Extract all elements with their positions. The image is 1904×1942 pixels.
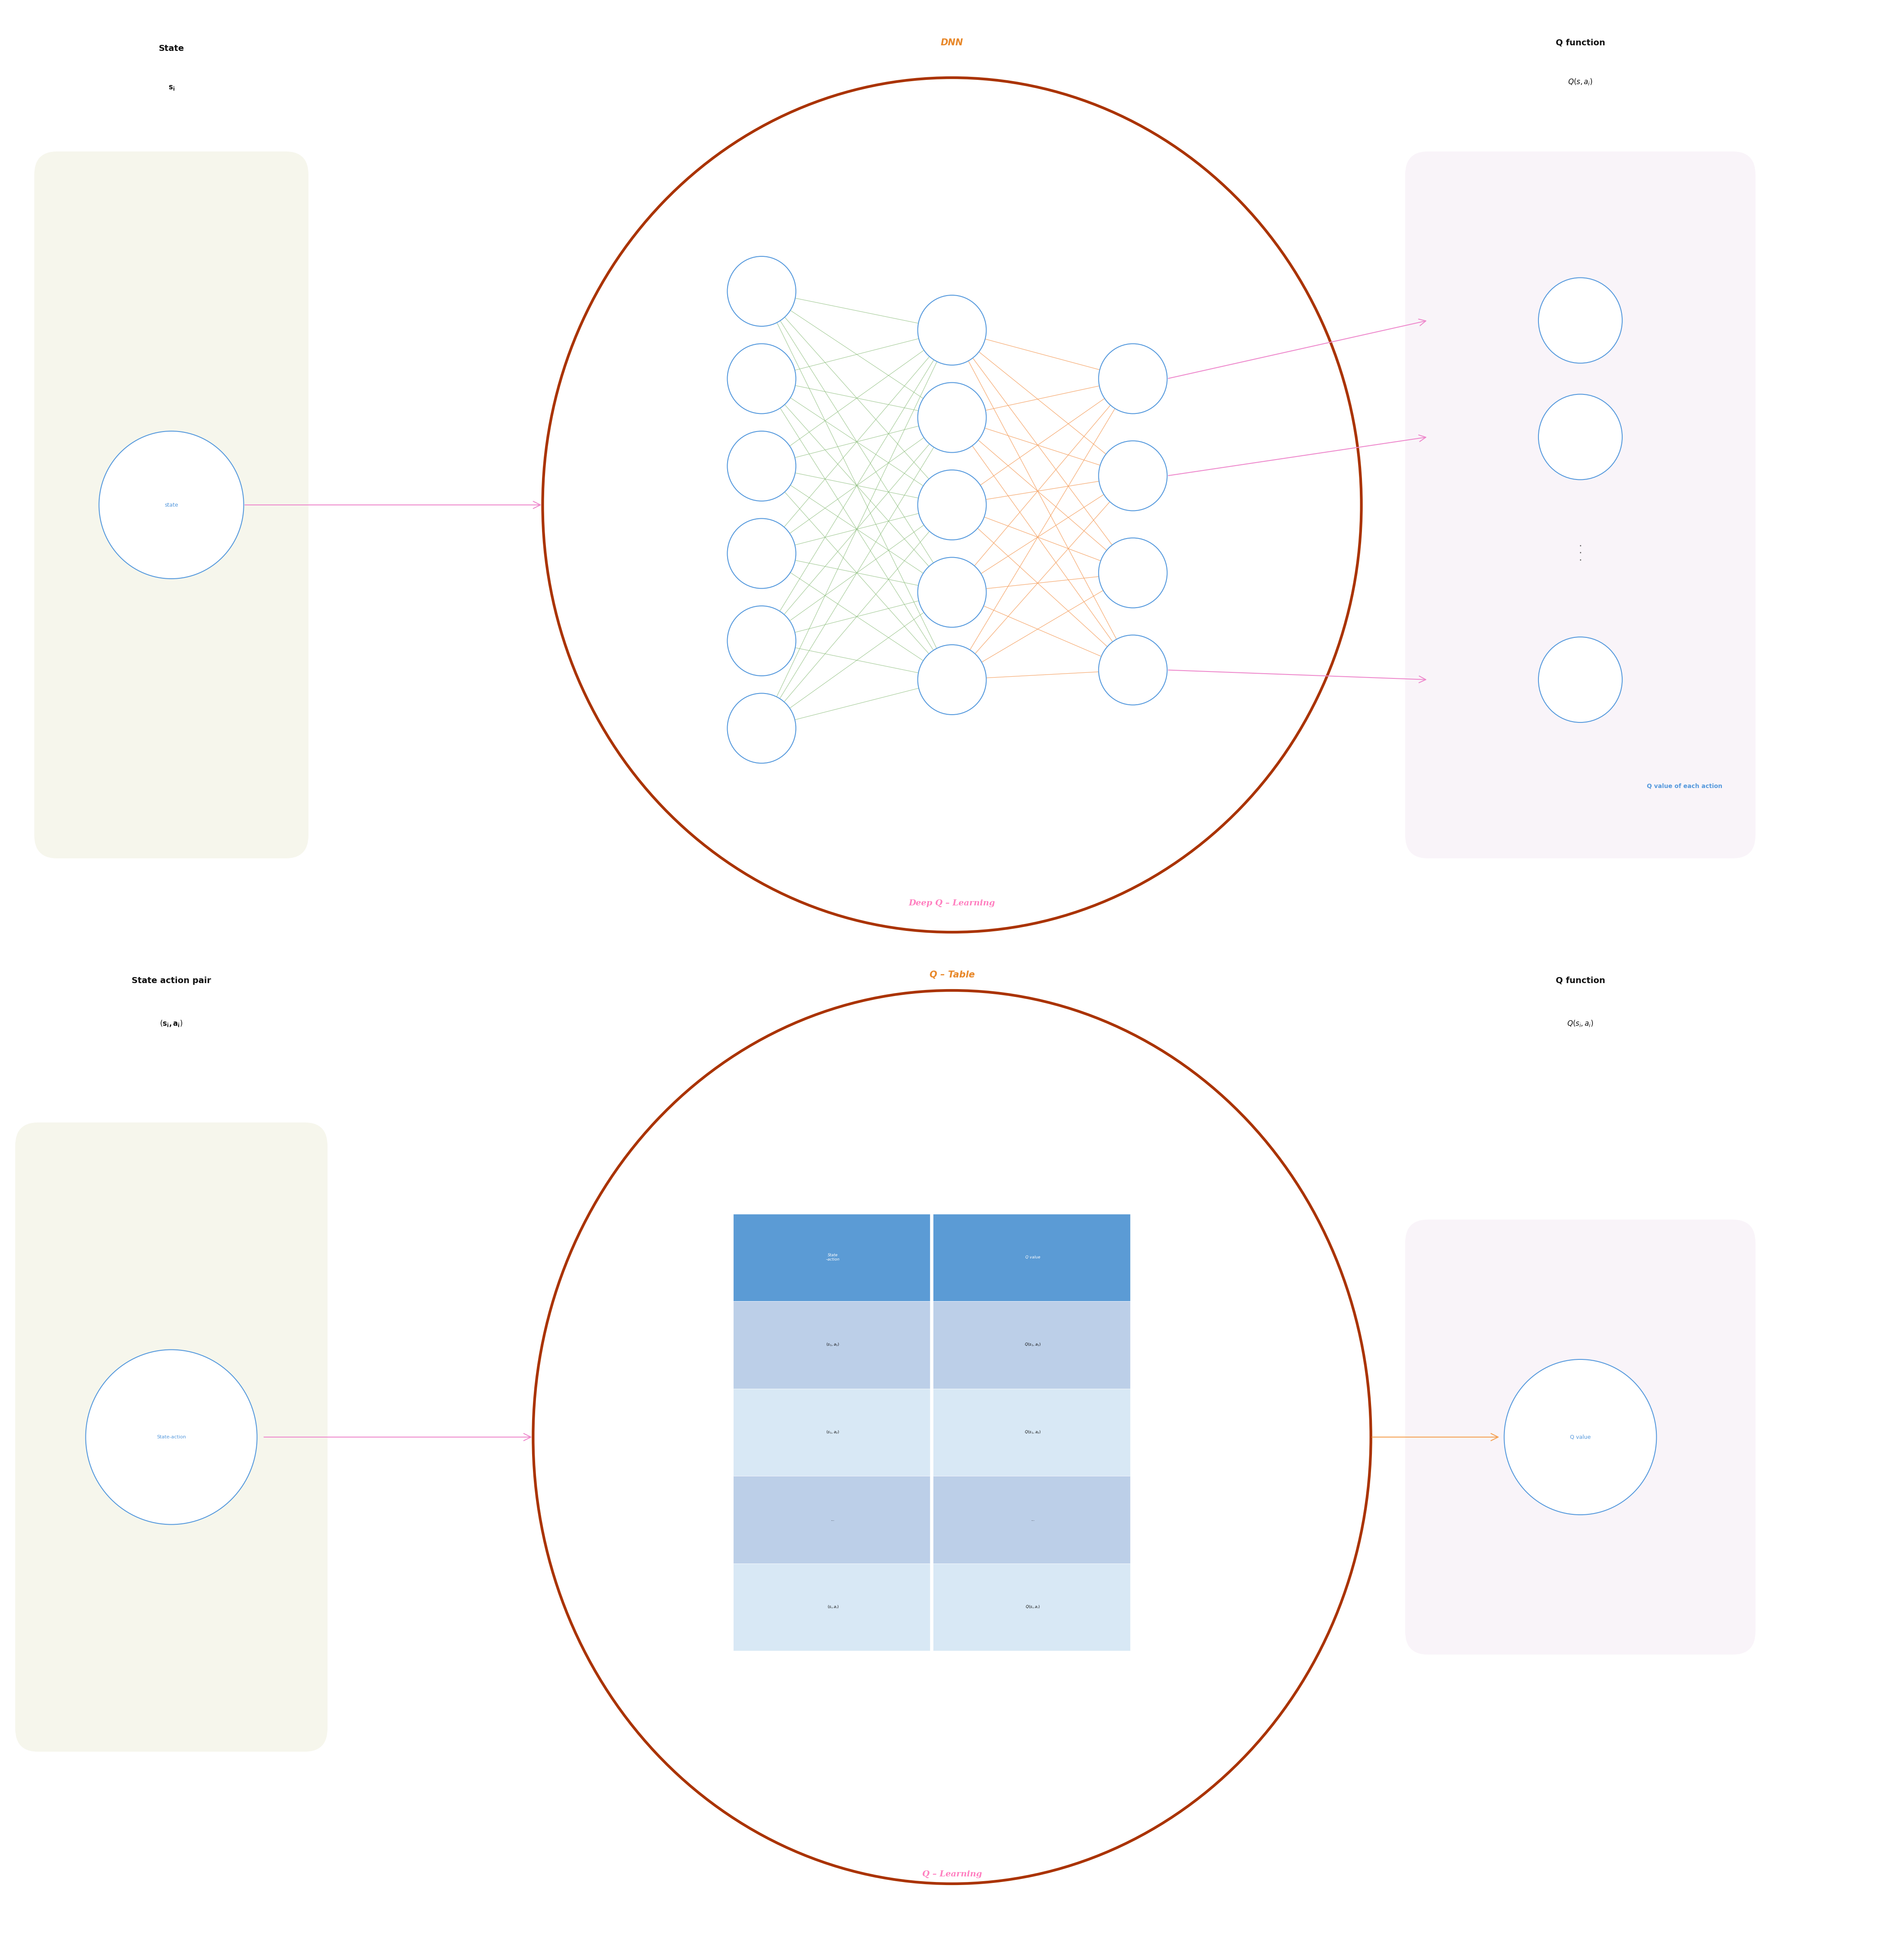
- FancyBboxPatch shape: [933, 1301, 1131, 1389]
- Text: Q – Table: Q – Table: [929, 971, 975, 979]
- Circle shape: [918, 557, 986, 627]
- Text: Q function: Q function: [1556, 977, 1605, 985]
- Circle shape: [727, 606, 796, 676]
- Text: Q value: Q value: [1026, 1255, 1040, 1258]
- FancyBboxPatch shape: [733, 1389, 929, 1476]
- Text: $(s_1, a_1)$: $(s_1, a_1)$: [826, 1342, 840, 1348]
- Text: DNN: DNN: [941, 39, 963, 47]
- Circle shape: [918, 383, 986, 452]
- FancyBboxPatch shape: [733, 1214, 929, 1301]
- FancyBboxPatch shape: [733, 1563, 929, 1651]
- Circle shape: [1538, 394, 1622, 480]
- FancyBboxPatch shape: [34, 151, 308, 858]
- FancyBboxPatch shape: [733, 1476, 929, 1563]
- Circle shape: [727, 344, 796, 414]
- Circle shape: [1099, 538, 1167, 608]
- Circle shape: [727, 431, 796, 501]
- Text: State: State: [158, 45, 185, 52]
- Text: state: state: [164, 503, 179, 507]
- FancyBboxPatch shape: [933, 1389, 1131, 1476]
- Text: $Q(s_1, a_2)$: $Q(s_1, a_2)$: [1024, 1429, 1041, 1435]
- Circle shape: [918, 470, 986, 540]
- Text: $Q(s, a_i)$: $Q(s, a_i)$: [1567, 78, 1594, 85]
- Circle shape: [1504, 1359, 1656, 1515]
- Text: State-action: State-action: [156, 1435, 187, 1439]
- Text: $Q(s_1, a_1)$: $Q(s_1, a_1)$: [1024, 1342, 1041, 1348]
- FancyBboxPatch shape: [1405, 151, 1755, 858]
- Text: Deep Q – Learning: Deep Q – Learning: [908, 899, 996, 907]
- FancyBboxPatch shape: [933, 1214, 1131, 1301]
- Text: State
–action: State –action: [826, 1253, 840, 1262]
- Text: $Q(s_i, a_i)$: $Q(s_i, a_i)$: [1026, 1604, 1040, 1610]
- Circle shape: [918, 645, 986, 715]
- FancyBboxPatch shape: [733, 1301, 929, 1389]
- Text: $(\mathbf{s_i, a_i})$: $(\mathbf{s_i, a_i})$: [160, 1020, 183, 1027]
- Text: Q value: Q value: [1571, 1435, 1590, 1439]
- Circle shape: [1099, 441, 1167, 511]
- Text: Q value of each action: Q value of each action: [1647, 783, 1723, 790]
- Circle shape: [1099, 344, 1167, 414]
- Circle shape: [918, 295, 986, 365]
- Circle shape: [1538, 637, 1622, 722]
- Text: $\mathbf{s_i}$: $\mathbf{s_i}$: [168, 84, 175, 91]
- Text: $Q(s_i, a_i)$: $Q(s_i, a_i)$: [1567, 1020, 1594, 1027]
- Circle shape: [727, 519, 796, 588]
- Text: ...: ...: [1032, 1519, 1034, 1523]
- Text: Q – Learning: Q – Learning: [922, 1870, 982, 1878]
- Text: Q function: Q function: [1556, 39, 1605, 47]
- Circle shape: [1099, 635, 1167, 705]
- FancyBboxPatch shape: [933, 1563, 1131, 1651]
- FancyBboxPatch shape: [1405, 1220, 1755, 1655]
- Circle shape: [99, 431, 244, 579]
- FancyBboxPatch shape: [15, 1122, 327, 1752]
- Text: State action pair: State action pair: [131, 977, 211, 985]
- Circle shape: [86, 1350, 257, 1524]
- FancyBboxPatch shape: [933, 1476, 1131, 1563]
- Circle shape: [727, 256, 796, 326]
- Text: $(s_i, a_i)$: $(s_i, a_i)$: [826, 1604, 840, 1610]
- Circle shape: [727, 693, 796, 763]
- Text: ·
·
·: · · ·: [1578, 542, 1582, 565]
- Text: $(s_1, a_2)$: $(s_1, a_2)$: [826, 1429, 840, 1435]
- Circle shape: [1538, 278, 1622, 363]
- Text: ...: ...: [832, 1519, 834, 1523]
